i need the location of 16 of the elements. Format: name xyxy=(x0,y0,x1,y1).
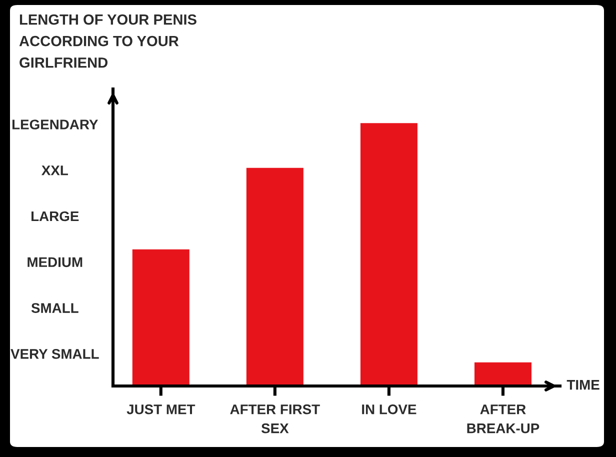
text: XXL xyxy=(42,166,68,176)
text: LARGE xyxy=(32,211,79,222)
bar xyxy=(360,123,418,386)
x-tick-label: IN LOVE xyxy=(362,404,416,414)
text: SMALL xyxy=(31,303,78,313)
bar xyxy=(474,362,532,386)
x-tick-label: JUST MET xyxy=(126,404,196,414)
x-tick-label: AFTER BREAK-UP xyxy=(467,404,540,434)
bar xyxy=(246,168,304,386)
x-axis-title: TIME xyxy=(566,380,600,390)
text: VERY SMALL xyxy=(10,349,99,359)
bar xyxy=(132,249,190,386)
y-axis-title: LENGTH OF YOUR PENIS ACCORDING TO YOUR GIRLFRIEND xyxy=(19,14,196,68)
text: MEDIUM xyxy=(28,257,82,268)
x-tick-label: AFTER FIRST SEX xyxy=(230,404,320,434)
text: LEGENDARY xyxy=(12,120,98,130)
